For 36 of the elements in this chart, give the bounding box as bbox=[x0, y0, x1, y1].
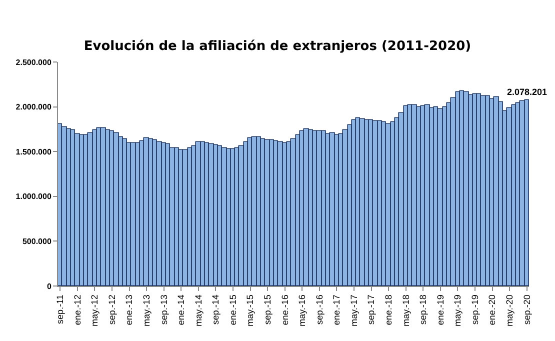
x-tick-label: ene.-14 bbox=[176, 294, 186, 326]
x-tick-label: ene.-17 bbox=[332, 294, 342, 326]
x-tick-label: may.-19 bbox=[452, 294, 463, 326]
y-tick-label: 1.500.000 bbox=[16, 147, 52, 156]
x-tick-label: may.-18 bbox=[400, 294, 411, 326]
x-tick-label: sep.-11 bbox=[55, 294, 66, 324]
x-tick-label: ene.-18 bbox=[383, 294, 394, 326]
x-tick-label: sep.-16 bbox=[314, 294, 324, 325]
x-tick-label: ene.-20 bbox=[487, 294, 498, 326]
data-label: 2.078.201 bbox=[507, 87, 548, 97]
x-tick-label: sep.-18 bbox=[418, 294, 428, 325]
chart-title: Evolución de la afiliación de extranjeros (2011-2020) bbox=[84, 39, 472, 54]
x-tick-label: may.-14 bbox=[193, 294, 204, 326]
x-tick-label: may.-15 bbox=[245, 294, 256, 326]
x-tick-label: sep.-15 bbox=[262, 294, 272, 325]
x-tick-label: sep.-17 bbox=[366, 294, 376, 325]
x-tick-label: sep.-19 bbox=[470, 294, 480, 325]
x-tick-label: sep.-12 bbox=[106, 294, 117, 325]
y-tick-label: 500.000 bbox=[22, 237, 52, 246]
x-tick-label: ene.-12 bbox=[72, 294, 82, 326]
x-tick-label: ene.-16 bbox=[280, 294, 290, 326]
x-tick-label: may.-16 bbox=[297, 294, 308, 326]
x-tick-label: may.-20 bbox=[504, 294, 514, 326]
x-tick-label: sep.-14 bbox=[210, 294, 221, 325]
x-tick-label: may.-12 bbox=[90, 294, 100, 326]
x-tick-label: sep.-20 bbox=[522, 294, 532, 325]
x-tick-label: ene.-13 bbox=[124, 294, 134, 326]
y-tick-label: 0 bbox=[46, 282, 52, 291]
x-tick-label: may.-13 bbox=[142, 294, 152, 326]
x-tick-label: ene.-15 bbox=[228, 294, 238, 326]
y-tick-label: 2.500.000 bbox=[16, 58, 52, 67]
x-tick-label: sep.-13 bbox=[158, 294, 169, 325]
y-tick-label: 2.000.000 bbox=[16, 102, 52, 112]
x-tick-label: may.-17 bbox=[348, 294, 359, 326]
y-tick-label: 1.000.000 bbox=[16, 192, 52, 202]
x-tick-label: ene.-19 bbox=[435, 294, 446, 326]
